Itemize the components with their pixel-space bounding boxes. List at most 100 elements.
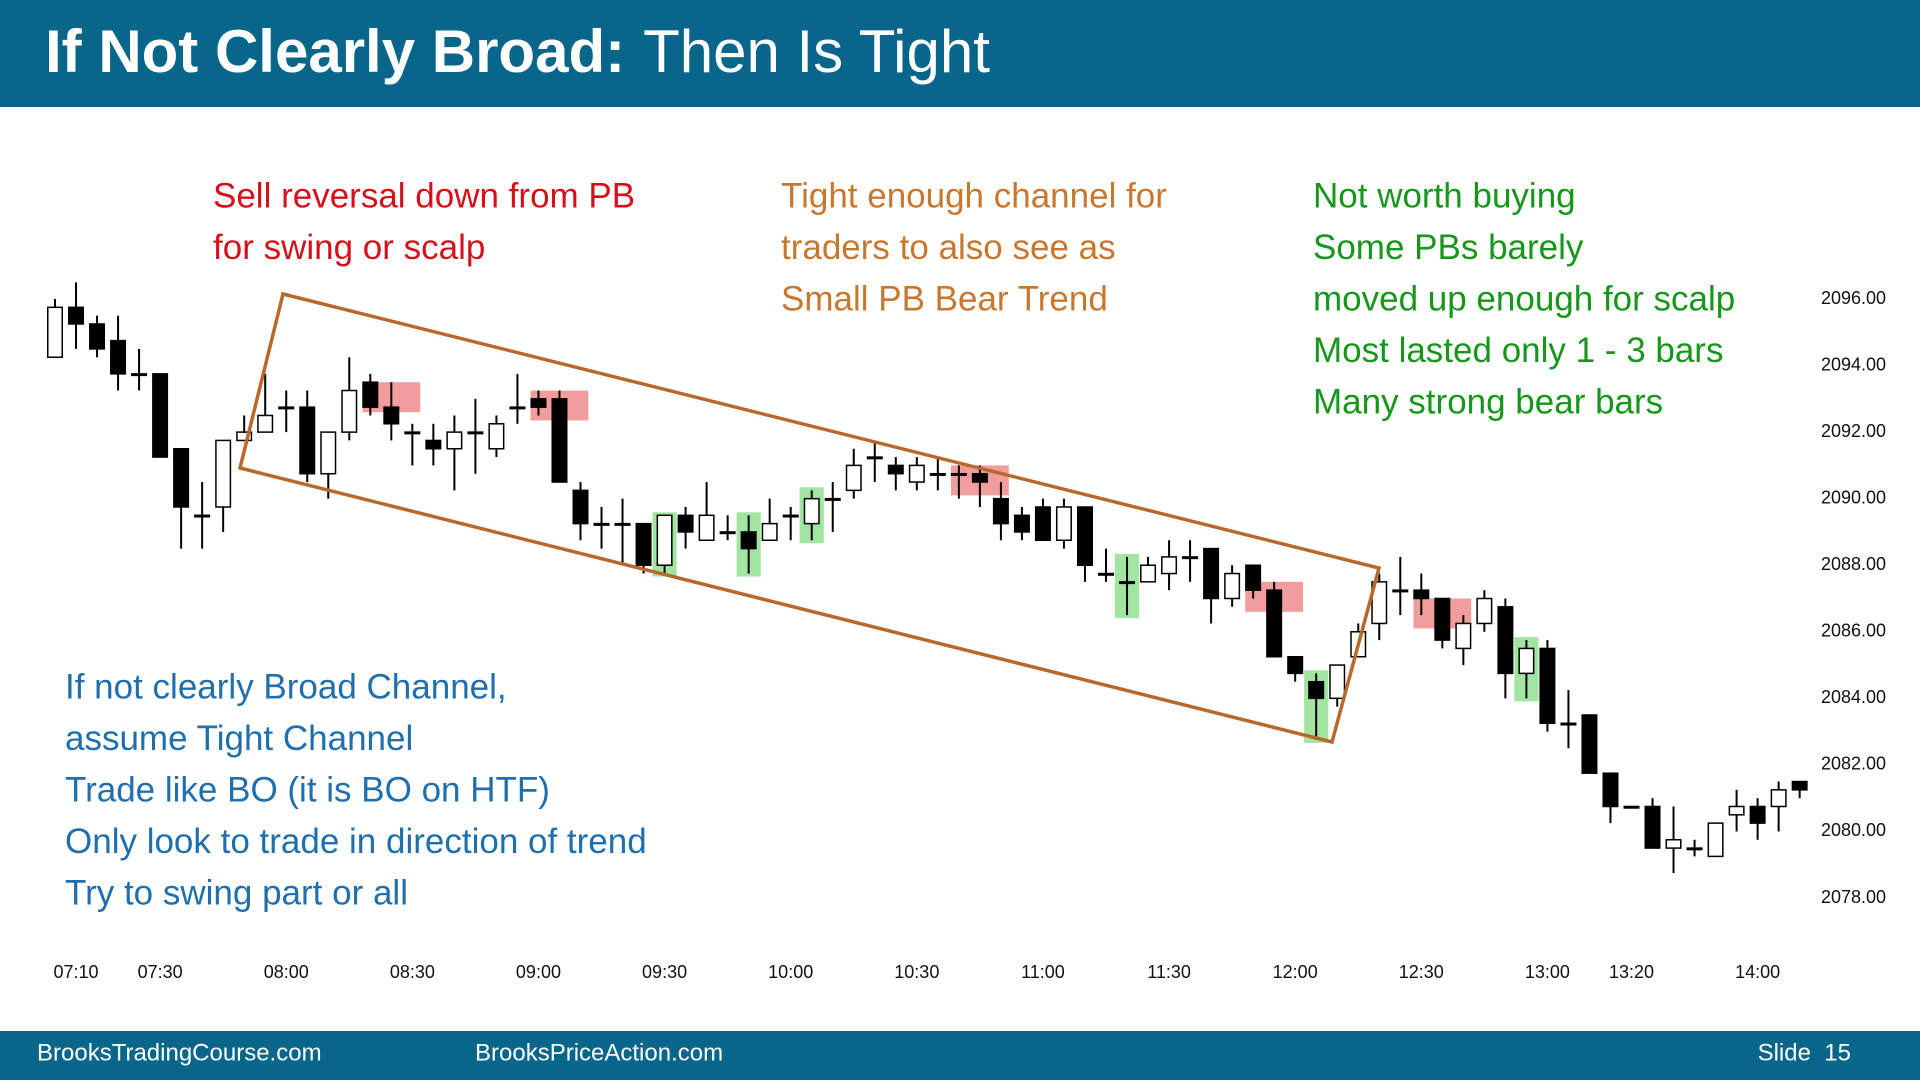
candle-body	[173, 448, 190, 508]
x-tick-label: 14:00	[1735, 962, 1780, 982]
candle-body	[1560, 722, 1577, 726]
y-tick-label: 2086.00	[1821, 621, 1886, 641]
candle-body	[320, 431, 337, 475]
candle-body	[1497, 606, 1514, 675]
candle-body	[887, 464, 904, 475]
footer-middle: BrooksPriceAction.com	[475, 1039, 723, 1066]
candle-body	[1182, 556, 1199, 560]
x-tick-label: 10:30	[894, 962, 939, 982]
candle-body	[362, 381, 379, 408]
annotation-line: If not clearly Broad Channel,	[65, 667, 507, 706]
candle-body	[1034, 506, 1051, 542]
annotation-line: Trade like BO (it is BO on HTF)	[65, 770, 550, 809]
candle-body	[824, 497, 841, 501]
candle-body	[866, 456, 883, 460]
candle-body	[656, 514, 673, 566]
candle-body	[572, 489, 589, 525]
candle-body	[1224, 572, 1241, 600]
candle-body	[1728, 805, 1745, 816]
candle-body	[257, 414, 274, 433]
candle-body	[152, 373, 169, 458]
annotation-line: traders to also see as	[781, 228, 1116, 267]
x-tick-label: 11:00	[1021, 962, 1065, 982]
annotation-line: Many strong bear bars	[1313, 382, 1663, 421]
annotation-line: for swing or scalp	[213, 228, 485, 267]
annotation-line: Tight enough channel for	[781, 176, 1167, 215]
candle-body	[1076, 506, 1093, 566]
candle-body	[1434, 597, 1451, 641]
candle-body	[425, 439, 442, 450]
candle-body	[110, 339, 127, 375]
candle-body	[446, 431, 463, 450]
y-tick-label: 2080.00	[1821, 820, 1886, 840]
annotations: Sell reversal down from PB for swing or s…	[65, 176, 1735, 912]
title-bold: If Not Clearly Broad:	[45, 18, 625, 85]
candle-body	[1539, 647, 1556, 725]
x-tick-label: 09:30	[642, 962, 687, 982]
annotation-line: Not worth buying	[1313, 176, 1576, 215]
y-tick-label: 2082.00	[1821, 754, 1886, 774]
annotation-line: assume Tight Channel	[65, 719, 413, 758]
annotation-line: Most lasted only 1 - 3 bars	[1313, 331, 1723, 370]
candle-body	[1140, 564, 1157, 583]
candle-body	[593, 522, 610, 526]
candle-body	[341, 389, 358, 433]
candle-body	[1266, 589, 1283, 658]
candle-body	[1665, 839, 1682, 849]
candle-body	[530, 398, 547, 408]
candle-body	[614, 522, 631, 526]
candle-body	[1770, 789, 1787, 808]
candle-body	[1644, 805, 1661, 849]
footer-right: Slide 15	[1758, 1039, 1851, 1066]
candle-body	[1119, 581, 1136, 585]
candle-body	[1098, 572, 1114, 576]
candle-body	[971, 472, 988, 483]
candle-body	[131, 373, 148, 377]
candle-body	[719, 531, 736, 535]
x-tick-label: 13:00	[1525, 962, 1570, 982]
header-bar	[0, 0, 1920, 107]
candle-body	[1413, 589, 1430, 600]
x-tick-label: 09:00	[516, 962, 561, 982]
candle-chart: 2078.00 2080.00 2082.00 2084.00 2086.00 2088.…	[47, 282, 1886, 982]
slide-title: If Not Clearly Broad: Then Is Tight	[45, 18, 990, 85]
footer-left: BrooksTradingCourse.com	[37, 1039, 322, 1066]
y-tick-label: 2092.00	[1821, 421, 1886, 441]
x-tick-label: 10:00	[768, 962, 813, 982]
annotation-line: moved up enough for scalp	[1313, 279, 1735, 318]
y-tick-label: 2094.00	[1821, 354, 1886, 374]
candle-body	[1707, 822, 1724, 858]
candle-body	[1371, 581, 1388, 625]
candle-body	[278, 406, 295, 410]
candle-body	[635, 522, 652, 566]
candle-body	[677, 514, 694, 533]
candle-body	[1749, 805, 1766, 824]
candle-body	[47, 306, 63, 358]
candle-body	[404, 431, 421, 435]
candle-body	[1476, 597, 1493, 625]
candle-body	[467, 431, 484, 435]
x-tick-label: 07:10	[53, 962, 98, 982]
candle-body	[950, 472, 967, 476]
footer-bar	[0, 1031, 1920, 1080]
candle-body	[1013, 514, 1030, 533]
candle-body	[299, 406, 316, 475]
x-tick-label: 11:30	[1147, 962, 1191, 982]
candle-body	[551, 398, 568, 483]
x-tick-label: 12:30	[1399, 962, 1444, 982]
x-tick-label: 13:20	[1609, 962, 1654, 982]
title-rest: Then Is Tight	[643, 18, 990, 85]
candle-body	[1791, 780, 1808, 791]
candle-body	[908, 464, 925, 483]
candle-body	[1161, 556, 1178, 575]
candle-body	[1203, 547, 1220, 600]
candle-body	[1602, 772, 1619, 808]
annotation-line: Try to swing part or all	[65, 873, 408, 912]
candle-body	[740, 531, 757, 550]
candle-body	[1245, 564, 1262, 591]
candle-body	[1518, 647, 1535, 675]
x-tick-label: 07:30	[138, 962, 183, 982]
candle-body	[89, 323, 106, 350]
candle-body	[845, 464, 862, 492]
